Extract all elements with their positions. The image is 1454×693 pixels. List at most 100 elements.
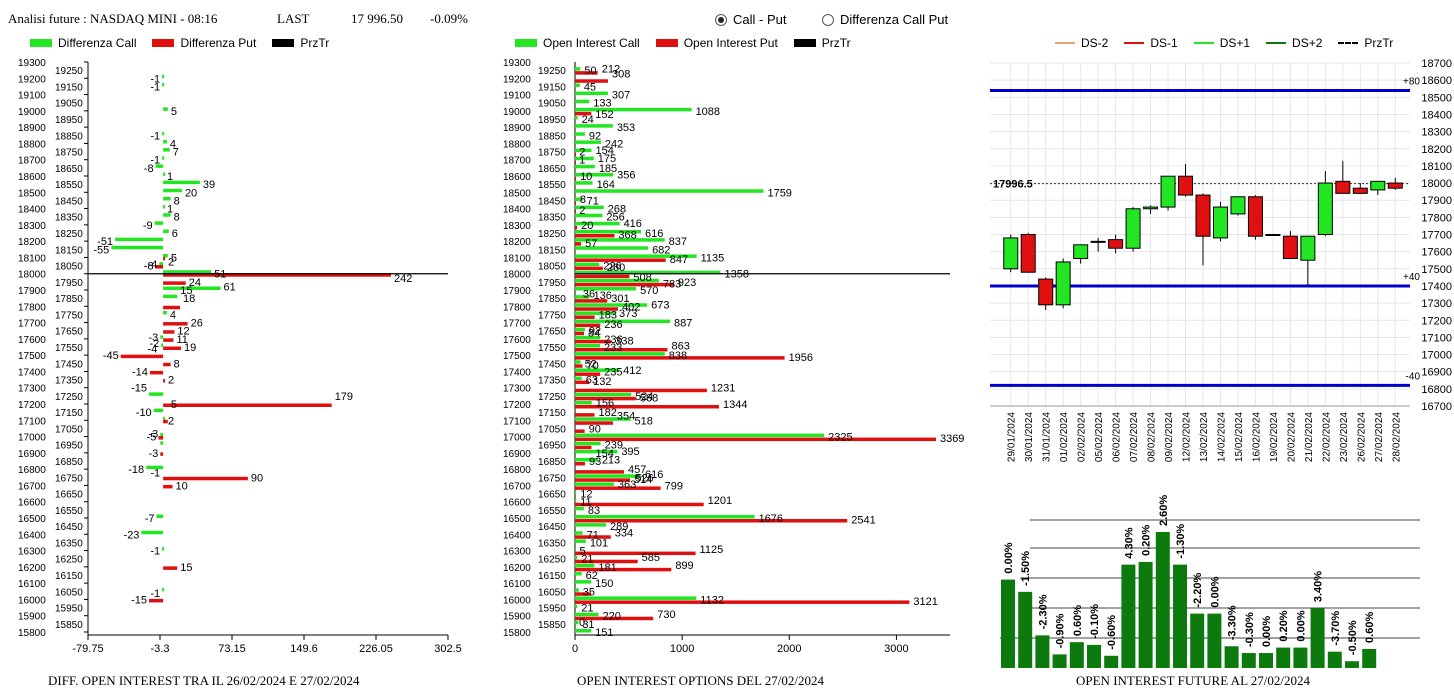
left-strike-tick: 15900 [18,612,46,623]
left-call-bar [160,441,164,445]
right-candle-body [1160,175,1176,208]
left-put-bar [163,403,332,407]
legend-mid-call: Open Interest Call [543,36,640,50]
mid-put-bar [575,592,592,596]
left-strike-tick-inner: 17650 [55,327,83,338]
left-data-label: -8 [144,163,154,175]
left-strike-tick: 18800 [18,139,46,150]
left-x-tick: 226.05 [359,643,393,655]
mid-strike-tick-inner: 18450 [538,196,566,207]
left-call-bar [146,465,164,470]
mid-data-label: 21 [581,603,593,615]
left-strike-tick-inner: 17950 [55,278,83,289]
mid-strike-tick-inner: 19150 [538,82,566,93]
mid-call-bar [575,173,614,177]
left-call-bar [161,343,164,347]
caption-left: DIFF. OPEN INTEREST TRA IL 26/02/2024 E … [48,673,360,688]
mid-data-label: 2 [579,147,585,159]
mid-data-label: 71 [587,195,599,207]
mid-strike-tick: 17700 [503,319,531,330]
future-bar [1345,661,1359,668]
mid-strike-tick: 18800 [503,139,531,150]
left-strike-tick: 15800 [18,628,46,639]
mid-strike-tick: 18000 [503,270,531,281]
mid-data-label: 45 [584,81,596,93]
mid-data-label: 616 [645,469,663,481]
mid-call-bar [575,515,755,519]
left-strike-tick: 17200 [18,400,46,411]
mid-strike-tick: 17800 [503,302,531,313]
mid-strike-tick: 17300 [503,384,531,395]
mid-strike-tick-inner: 18650 [538,164,566,175]
mid-call-bar [575,327,585,332]
mid-data-label: 524 [635,391,653,403]
mid-data-label: 101 [590,537,608,549]
mid-strike-tick: 17500 [503,351,531,362]
mid-call-bar [575,368,620,372]
mid-data-label: 92 [589,326,601,338]
left-strike-tick-inner: 16950 [55,441,83,452]
right-przt-label: 17996.5 [993,179,1033,191]
mid-call-bar [575,580,592,584]
mid-call-bar [575,311,615,315]
left-x-tick: 149.6 [290,643,318,655]
mid-call-bar [575,417,631,421]
mid-data-label: 220 [603,611,621,623]
mid-strike-tick: 17900 [503,286,531,297]
mid-data-label: 847 [670,254,688,266]
legend-swatch-red [655,39,678,47]
future-bar [1052,654,1067,668]
left-data-label: -51 [97,236,113,248]
left-strike-tick-inner: 15950 [55,604,83,615]
future-bar [1138,561,1153,668]
mid-call-bar [575,458,598,462]
mid-call-bar [575,140,601,144]
right-date-tick: 22/02/2024 [1321,412,1332,462]
radio-call-put[interactable]: Call - Put [715,12,786,27]
right-date-tick: 08/02/2024 [1147,412,1158,462]
right-y-tick: 17000 [1421,350,1452,362]
mid-put-bar [575,177,577,181]
mid-data-label: 1358 [725,269,749,281]
right-date-tick: 07/02/2024 [1129,412,1140,462]
right-date-tick: 21/02/2024 [1304,412,1315,462]
left-call-bar [155,164,164,168]
left-data-label: -1 [150,588,160,600]
future-bar-label: -0.50% [1347,620,1359,655]
left-data-label: -23 [124,529,140,541]
future-bar [1018,591,1033,668]
mid-data-label: 363 [618,479,636,491]
radio-diff-label: Differenza Call Put [840,12,949,27]
mid-data-label: 526 [635,472,653,484]
left-strike-tick-inner: 16850 [55,457,83,468]
mid-call-bar [575,352,665,356]
mid-data-label: 213 [602,454,620,466]
future-bar [1001,579,1015,668]
mid-data-label: 62 [586,570,598,582]
right-date-tick: 29/01/2024 [1007,412,1018,462]
future-bar [1087,644,1101,668]
left-strike-tick: 16800 [18,465,46,476]
right-candle-body [1125,208,1141,249]
legend-ds-2: DS-2 [1081,36,1109,50]
radio-diff-call-put[interactable]: Differenza Call Put [822,12,948,27]
mid-data-label: 373 [619,308,637,320]
mid-data-label: 260 [607,262,625,274]
mid-data-label: 1132 [700,594,724,606]
right-date-tick: 12/02/2024 [1182,412,1193,462]
left-call-bar [163,180,200,185]
mid-put-bar [575,380,590,385]
left-data-label: -15 [131,594,147,606]
right-y-tick: 18500 [1421,92,1452,104]
right-y-tick: 16700 [1421,401,1452,413]
mid-strike-tick-inner: 18850 [538,131,566,142]
left-put-bar [158,436,164,440]
right-y-tick: 17100 [1421,332,1452,344]
left-strike-tick-inner: 16350 [55,538,83,549]
right-candle-body [1090,240,1106,243]
left-data-label: -4 [148,259,158,271]
mid-put-bar [575,502,704,507]
future-bar [1224,646,1239,668]
left-strike-tick-inner: 17550 [55,343,83,354]
mid-data-label: 239 [605,440,623,452]
